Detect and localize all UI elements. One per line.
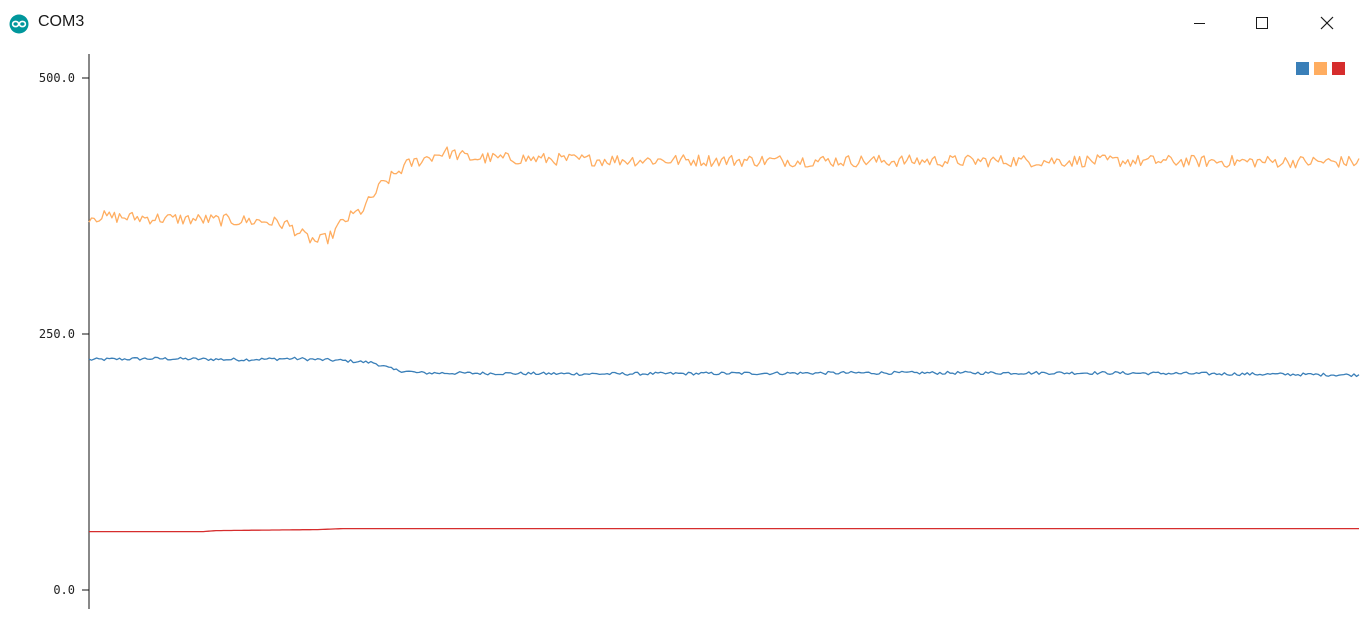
close-button[interactable] (1294, 0, 1360, 46)
series-line-1 (88, 356, 1360, 378)
y-tick-label: 0.0 (53, 583, 75, 597)
window-title: COM3 (38, 13, 85, 30)
arduino-infinity-icon (9, 14, 29, 34)
series-line-2 (88, 146, 1360, 245)
legend-swatch-3 (1332, 62, 1345, 75)
y-tick-label: 250.0 (39, 327, 75, 341)
minimize-button[interactable] (1168, 0, 1234, 46)
maximize-icon (1256, 17, 1268, 29)
plot-series (88, 146, 1360, 533)
legend (1296, 62, 1345, 75)
maximize-button[interactable] (1229, 0, 1295, 46)
close-icon (1320, 16, 1334, 30)
minimize-icon (1194, 23, 1205, 24)
y-tick-label: 500.0 (39, 71, 75, 85)
legend-swatch-2 (1314, 62, 1327, 75)
title-bar[interactable]: COM3 (0, 0, 1367, 46)
y-axis-ticks: 0.0 250.0 500.0 (39, 71, 89, 597)
legend-swatch-1 (1296, 62, 1309, 75)
series-line-3 (89, 527, 1359, 533)
serial-plot: 0.0 250.0 500.0 (39, 54, 1360, 609)
